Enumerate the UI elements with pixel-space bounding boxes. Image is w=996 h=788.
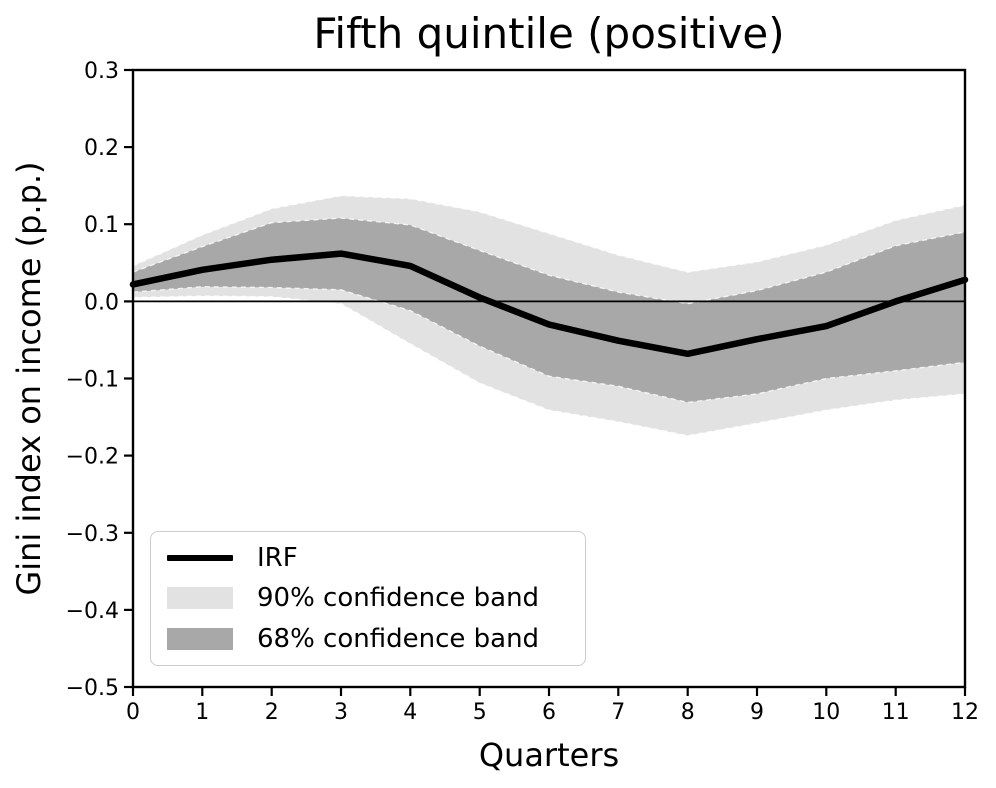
legend-item-irf: IRF [167,545,579,571]
x-tick-label: 8 [681,700,695,725]
x-tick-label: 9 [750,700,764,725]
x-tick-label: 6 [542,700,556,725]
band-90-edge-low [132,295,966,437]
band-68-area [133,218,965,403]
y-tick-label: −0.5 [66,676,119,701]
x-tick-label: 0 [126,700,140,725]
x-tick-label: 12 [951,700,979,725]
irf-line [129,250,969,358]
chart-title: Fifth quintile (positive) [313,9,784,58]
y-tick-label: −0.2 [66,445,119,470]
y-tick-label: 0.2 [84,136,119,161]
band-68-edge-high [132,217,966,305]
legend-item-68-band: 68% confidence band [167,626,579,652]
x-axis-label: Quarters [479,736,619,774]
x-tick-label: 10 [812,700,840,725]
y-tick-label: 0.0 [84,290,119,315]
y-tick-label: 0.3 [84,59,119,84]
x-tick-label: 4 [403,700,417,725]
y-tick-label: −0.4 [66,599,119,624]
legend-label-90-band: 90% confidence band [257,583,540,614]
x-tick-label: 5 [473,700,487,725]
x-tick-label: 3 [334,700,348,725]
y-tick-label: 0.1 [84,213,119,238]
legend-label-irf: IRF [257,543,298,574]
legend-label-68-band: 68% confidence band [257,623,540,654]
irf-line-swatch [167,555,233,562]
band-90-edge-high [132,195,966,273]
band-90-swatch [167,587,233,610]
x-tick-label: 7 [611,700,625,725]
y-axis-label: Gini index on income (p.p.) [10,161,48,595]
legend: IRF 90% confidence band 68% confidence b… [150,531,586,666]
x-tick-label: 1 [195,700,209,725]
legend-item-90-band: 90% confidence band [167,585,579,611]
y-tick-label: −0.1 [66,368,119,393]
band-68-edge-low [132,286,966,404]
x-tick-label: 11 [882,700,910,725]
band-68-swatch [167,627,233,650]
x-tick-label: 2 [265,700,279,725]
plot-spines [131,68,967,689]
y-tick-label: −0.3 [66,522,119,547]
